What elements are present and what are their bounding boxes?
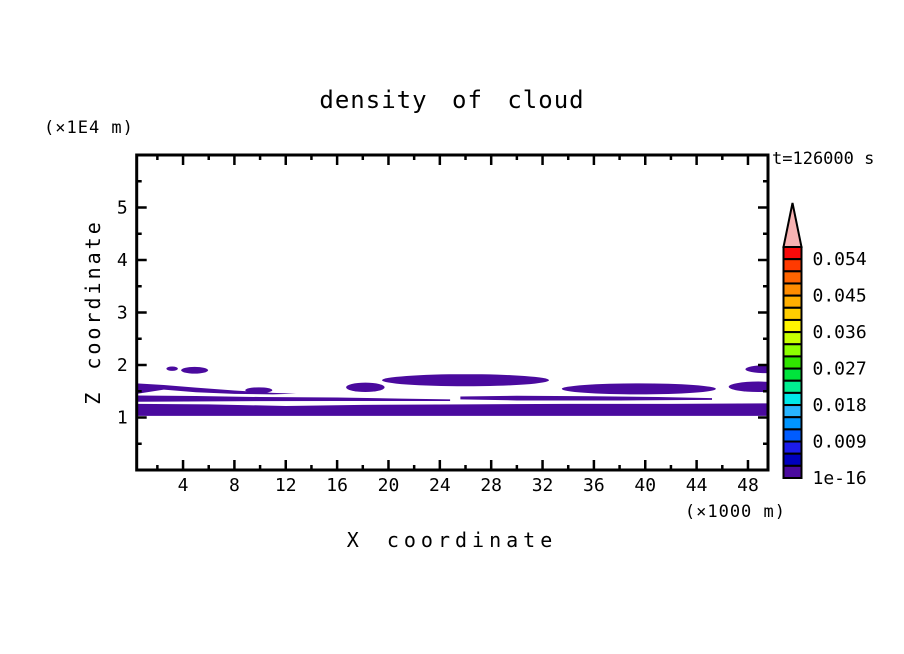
x-axis-unit-label: (×1000 m): [684, 502, 786, 522]
y-tick-label: 4: [117, 250, 128, 271]
colorbar-cell: [782, 367, 803, 382]
colorbar-cell: [782, 428, 803, 443]
colorbar-cell: [782, 379, 803, 394]
colorbar-cell: [782, 282, 803, 297]
x-tick-label: 4: [178, 475, 189, 496]
y-axis-title: Z coordinate: [81, 219, 105, 405]
plot-frame: [135, 153, 770, 472]
contour-region: [181, 366, 209, 374]
contour-region: [136, 403, 768, 416]
y-axis-unit-label: (×1E4 m): [44, 118, 134, 138]
timestamp-label: t=126000 s: [772, 149, 875, 169]
x-tick-label: 36: [583, 475, 605, 496]
y-tick-label: 3: [117, 303, 128, 324]
colorbar-tick-label: 0.009: [813, 432, 867, 453]
x-tick-label: 48: [737, 475, 759, 496]
contour-region: [166, 366, 178, 371]
x-tick-label: 20: [378, 475, 400, 496]
colorbar-cell: [782, 391, 803, 407]
x-tick-label: 8: [229, 475, 240, 496]
contour-region: [460, 395, 713, 401]
colorbar-cell: [782, 452, 803, 467]
y-tick-label: 1: [117, 408, 128, 429]
x-tick-label: 12: [275, 475, 297, 496]
colorbar-cell: [782, 306, 803, 321]
colorbar-cell: [782, 318, 803, 334]
colorbar-cell: [782, 464, 803, 479]
x-tick-label: 16: [326, 475, 348, 496]
colorbar-cell: [782, 294, 803, 309]
colorbar-cell: [782, 343, 803, 358]
colorbar-tick-label: 0.027: [813, 359, 867, 380]
contour-region: [382, 374, 549, 387]
contour-regions: [136, 365, 768, 416]
colorbar-tick-label: 0.054: [813, 249, 867, 270]
x-tick-label: 24: [429, 475, 451, 496]
x-tick-label: 40: [634, 475, 656, 496]
x-axis-title: X coordinate: [346, 528, 558, 552]
contour-region: [245, 387, 273, 394]
x-tick-label: 32: [532, 475, 554, 496]
colorbar-tick-label: 1e-16: [813, 468, 867, 489]
colorbar-tick-label: 0.036: [813, 322, 867, 343]
colorbar-cell: [782, 331, 803, 346]
colorbar-cell: [782, 416, 803, 431]
contour-region: [136, 395, 451, 402]
contour-region: [136, 383, 297, 395]
colorbar-cell: [782, 246, 803, 261]
contour-region: [346, 382, 385, 393]
chart-title: density of cloud: [319, 86, 585, 114]
colorbar-tick-label: 0.018: [813, 395, 867, 416]
x-tick-label: 44: [686, 475, 708, 496]
colorbar-cell: [782, 404, 803, 419]
y-tick-label: 2: [117, 355, 128, 376]
colorbar-cell: [782, 440, 803, 455]
y-tick-label: 5: [117, 198, 128, 219]
colorbar-tick-label: 0.045: [813, 286, 867, 307]
colorbar-cell: [782, 258, 803, 273]
colorbar-cell: [782, 270, 803, 285]
contour-region: [745, 365, 768, 374]
colorbar-overflow-arrow: [782, 202, 803, 248]
contour-region: [561, 383, 716, 395]
colorbar-cell: [782, 355, 803, 370]
contour-region: [728, 381, 768, 393]
x-tick-label: 28: [480, 475, 502, 496]
